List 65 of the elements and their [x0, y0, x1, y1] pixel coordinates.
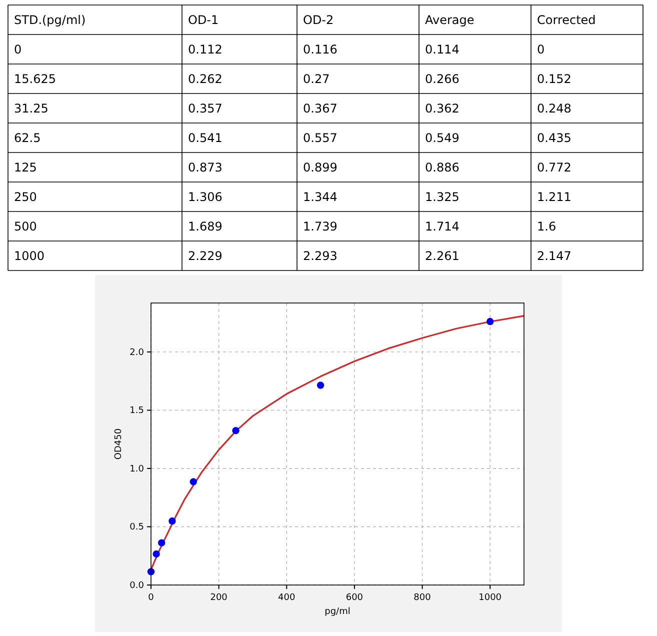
y-tick-label: 15.625 — [14, 72, 56, 86]
point — [486, 318, 494, 326]
point — [190, 478, 197, 486]
point — [232, 427, 240, 434]
point — [152, 550, 160, 558]
data-label: 0.549 — [425, 130, 460, 145]
data-label: 0.266 — [425, 72, 460, 86]
y-tick-label: 0.5 — [130, 522, 144, 533]
data-label: 1.325 — [425, 190, 460, 204]
data-label: 0.152 — [537, 72, 572, 86]
data-label: 0.114 — [425, 42, 460, 56]
y-tick-label: 0 — [14, 42, 22, 56]
y-axis-title: STD.(pg/ml) — [14, 12, 86, 27]
x-tick-label: 0 — [148, 593, 154, 603]
data-label: 1.6 — [537, 219, 556, 234]
x-tick-label: 400 — [278, 593, 296, 603]
data-label: 1.739 — [303, 219, 338, 234]
y-tick-label: 125 — [14, 160, 37, 174]
y-tick-label: 1000 — [14, 248, 45, 263]
data-label: 0.435 — [537, 130, 572, 145]
data-label: 0.557 — [303, 130, 338, 145]
data-label: 1.211 — [537, 190, 572, 204]
y-tick-label: 31.25 — [14, 101, 48, 116]
data-label: 0.886 — [425, 160, 460, 174]
data-label: 0 — [537, 42, 545, 56]
data-label: 1.306 — [188, 190, 222, 204]
data-label: 0.541 — [188, 130, 222, 145]
data-label: 1.344 — [303, 190, 338, 204]
data-label: 0.873 — [188, 160, 222, 174]
x-axis-title: pg/ml — [324, 607, 350, 617]
data-label: 0.899 — [303, 160, 338, 174]
x-tick-label: Average — [425, 12, 474, 27]
data-label: 2.293 — [303, 248, 338, 263]
x-tick-label: 1000 — [478, 593, 502, 603]
data-label: 0.248 — [537, 101, 572, 116]
y-tick-label: 2.0 — [130, 348, 144, 358]
data-label: 0.772 — [537, 160, 572, 174]
x-tick-label: OD-2 — [303, 12, 334, 27]
data-label: 0.367 — [303, 101, 338, 116]
point — [168, 517, 176, 525]
y-tick-label: 250 — [14, 190, 37, 204]
data-label: 0.116 — [303, 42, 338, 56]
data-label: 2.261 — [425, 248, 460, 263]
y-tick-label: 0.0 — [130, 581, 144, 591]
data-label: 0.262 — [188, 72, 222, 86]
data-label: 0.362 — [425, 101, 460, 116]
data-label: 0.357 — [188, 101, 222, 116]
y-tick-label: 62.5 — [14, 130, 41, 145]
y-tick-label: 1.0 — [130, 464, 144, 474]
data-label: 1.714 — [425, 219, 460, 234]
data-label: 0.112 — [188, 42, 222, 56]
data-label: 2.229 — [188, 248, 222, 263]
x-tick-label: OD-1 — [188, 12, 219, 27]
data-label: 2.147 — [537, 248, 572, 263]
data-label: 0.27 — [303, 72, 330, 86]
x-tick-label: 200 — [210, 593, 228, 603]
point — [158, 539, 166, 546]
y-tick-label: 500 — [14, 219, 37, 234]
y-axis-title: OD450 — [114, 428, 124, 460]
x-tick-label: 600 — [346, 593, 364, 603]
point — [316, 382, 324, 389]
y-tick-label: 1.5 — [130, 406, 144, 416]
data-label: 1.689 — [188, 219, 222, 234]
x-tick-label: 800 — [414, 593, 432, 603]
x-tick-label: Corrected — [537, 12, 596, 27]
